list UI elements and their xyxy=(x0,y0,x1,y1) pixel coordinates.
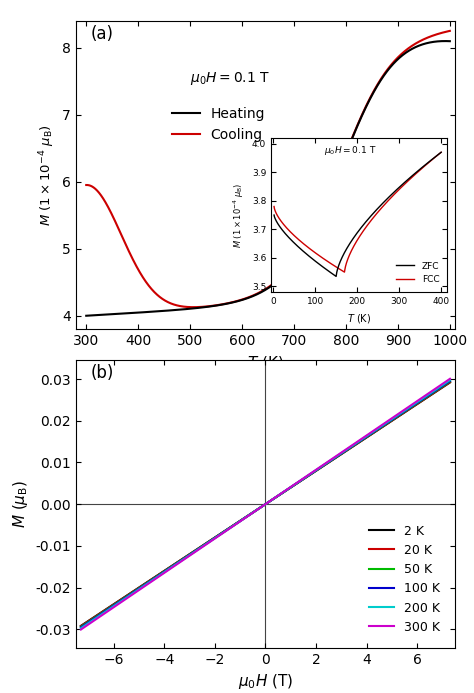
300 K xyxy=(78,625,84,633)
300 K xyxy=(255,505,261,513)
20 K xyxy=(255,505,261,513)
Legend: Heating, Cooling: Heating, Cooling xyxy=(166,102,271,148)
300 K xyxy=(447,375,453,383)
Text: (a): (a) xyxy=(91,25,114,43)
2 K xyxy=(447,378,453,387)
50 K xyxy=(438,383,444,392)
50 K xyxy=(255,505,261,513)
20 K xyxy=(78,622,84,631)
100 K xyxy=(447,377,453,385)
20 K xyxy=(278,490,283,498)
200 K xyxy=(78,624,84,633)
50 K xyxy=(78,622,84,631)
Line: 200 K: 200 K xyxy=(81,380,450,629)
300 K xyxy=(438,380,444,389)
100 K xyxy=(255,505,261,513)
Legend: 2 K, 20 K, 50 K, 100 K, 200 K, 300 K: 2 K, 20 K, 50 K, 100 K, 200 K, 300 K xyxy=(364,520,445,639)
X-axis label: $\mu_0H$ (T): $\mu_0H$ (T) xyxy=(238,672,293,692)
2 K xyxy=(278,490,283,498)
Text: $\mu_0H = 0.1$ T: $\mu_0H = 0.1$ T xyxy=(190,71,270,87)
100 K xyxy=(278,490,283,498)
2 K xyxy=(78,622,84,630)
Line: 300 K: 300 K xyxy=(81,379,450,629)
20 K xyxy=(298,477,303,485)
20 K xyxy=(253,506,259,514)
300 K xyxy=(278,490,283,498)
20 K xyxy=(438,384,444,392)
100 K xyxy=(438,383,444,391)
300 K xyxy=(253,507,259,515)
200 K xyxy=(255,505,261,513)
2 K xyxy=(298,477,303,485)
300 K xyxy=(381,420,386,428)
Y-axis label: $M$ ($1\times10^{-4}$ $\mu_\mathrm{B}$): $M$ ($1\times10^{-4}$ $\mu_\mathrm{B}$) xyxy=(37,124,56,226)
Line: 2 K: 2 K xyxy=(81,383,450,626)
Line: 20 K: 20 K xyxy=(81,382,450,626)
20 K xyxy=(381,422,386,430)
200 K xyxy=(298,476,303,484)
200 K xyxy=(447,376,453,384)
100 K xyxy=(78,623,84,631)
Line: 100 K: 100 K xyxy=(81,381,450,627)
X-axis label: $T$ (K): $T$ (K) xyxy=(247,353,284,371)
200 K xyxy=(253,506,259,514)
50 K xyxy=(447,378,453,386)
50 K xyxy=(381,421,386,430)
100 K xyxy=(253,506,259,514)
2 K xyxy=(253,506,259,514)
100 K xyxy=(381,421,386,430)
200 K xyxy=(438,382,444,390)
300 K xyxy=(298,476,303,484)
50 K xyxy=(278,490,283,498)
2 K xyxy=(438,384,444,392)
2 K xyxy=(381,422,386,430)
200 K xyxy=(381,421,386,429)
50 K xyxy=(253,506,259,514)
20 K xyxy=(447,378,453,386)
50 K xyxy=(298,477,303,485)
100 K xyxy=(298,477,303,485)
Text: (b): (b) xyxy=(91,364,114,382)
200 K xyxy=(278,490,283,498)
Line: 50 K: 50 K xyxy=(81,382,450,626)
2 K xyxy=(255,505,261,513)
Y-axis label: $M$ ($\mu_\mathrm{B}$): $M$ ($\mu_\mathrm{B}$) xyxy=(11,480,30,528)
